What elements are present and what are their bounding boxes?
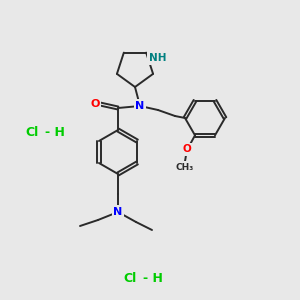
Text: N: N xyxy=(113,207,123,217)
Text: Cl: Cl xyxy=(26,125,39,139)
Text: N: N xyxy=(135,101,145,111)
Text: - H: - H xyxy=(45,125,65,139)
Text: NH: NH xyxy=(149,53,167,63)
Text: CH₃: CH₃ xyxy=(176,163,194,172)
Text: O: O xyxy=(183,144,191,154)
Text: - H: - H xyxy=(143,272,163,284)
Text: O: O xyxy=(90,99,100,109)
Text: Cl: Cl xyxy=(123,272,136,284)
